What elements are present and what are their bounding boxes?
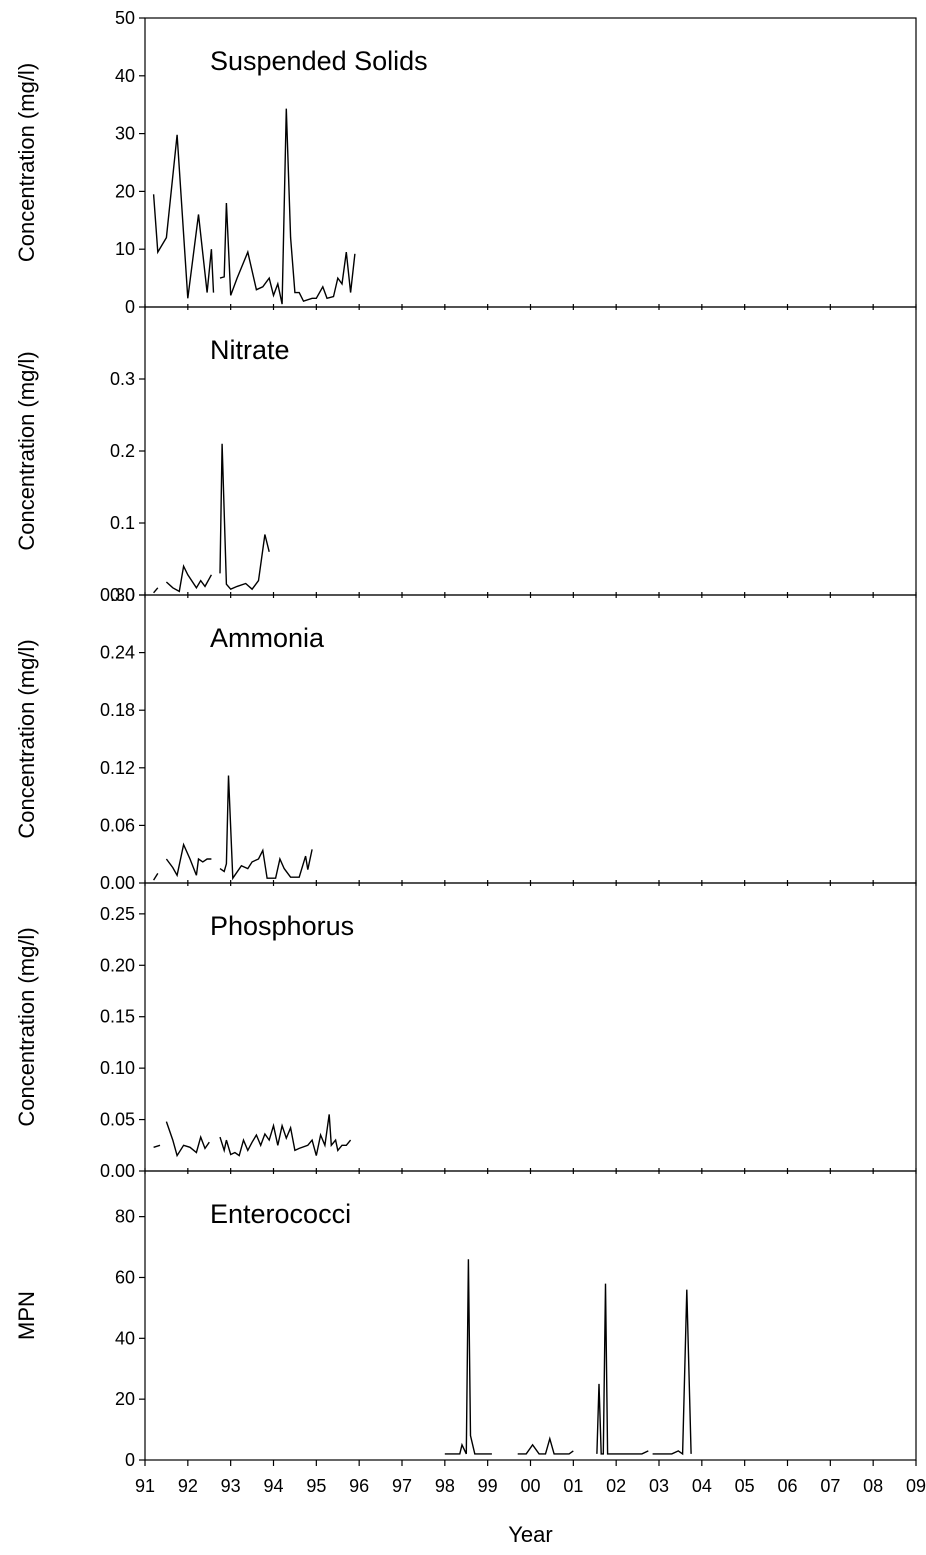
panel-3: 0.00 0.05 0.10 0.15 0.20 0.25 Phosphorus Concen…: [14, 882, 917, 1181]
y-tick-label: 0.2: [110, 441, 135, 461]
x-tick-label: 00: [520, 1476, 540, 1496]
y-tick-label: 40: [115, 1328, 135, 1348]
panel-title: Suspended Solids: [210, 46, 428, 76]
panel-2: 0.00 0.06 0.12 0.18 0.24 0.30 Ammonia Concentra…: [14, 585, 917, 893]
y-tick-label: 0.12: [100, 758, 135, 778]
series-line: [165, 1121, 210, 1158]
x-tick-label: 02: [606, 1476, 626, 1496]
series-line: [165, 563, 213, 593]
y-axis-label: Concentration (mg/l): [14, 351, 39, 550]
panel-title: Phosphorus: [210, 911, 354, 941]
y-tick-label: 0.25: [100, 904, 135, 924]
y-tick-label: 0.10: [100, 1058, 135, 1078]
panel-1: 0.0 0.1 0.2 0.3 Nitrate Concentration (mg/l): [14, 306, 917, 605]
x-tick-label: 01: [563, 1476, 583, 1496]
series-line: [444, 1259, 492, 1455]
x-axis-label: Year: [508, 1522, 552, 1547]
y-tick-label: 0.20: [100, 955, 135, 975]
series-line: [517, 1436, 574, 1455]
y-tick-label: 10: [115, 239, 135, 259]
series-line: [153, 873, 159, 881]
series-line: [596, 1283, 649, 1455]
x-tick-label: 07: [820, 1476, 840, 1496]
series-line: [153, 1144, 161, 1148]
series-line: [219, 108, 356, 305]
x-tick-label: 08: [863, 1476, 883, 1496]
x-tick-label: 99: [478, 1476, 498, 1496]
y-tick-label: 50: [115, 8, 135, 28]
panel-title: Nitrate: [210, 335, 290, 365]
y-axis-label: Concentration (mg/l): [14, 63, 39, 262]
x-tick-label: 96: [349, 1476, 369, 1496]
panel-4: 0 20 40 60 80 Enterococci MPN: [14, 1170, 917, 1470]
y-tick-label: 0.0: [110, 585, 135, 605]
y-tick-label: 0.00: [100, 1161, 135, 1181]
x-tick-label: 98: [435, 1476, 455, 1496]
x-tick-label: 09: [906, 1476, 926, 1496]
y-tick-label: 0.1: [110, 513, 135, 533]
y-tick-label: 20: [115, 1389, 135, 1409]
y-tick-label: 30: [115, 124, 135, 144]
y-tick-label: 0.18: [100, 700, 135, 720]
y-tick-label: 0.06: [100, 815, 135, 835]
x-tick-label: 92: [178, 1476, 198, 1496]
x-tick-label: 05: [735, 1476, 755, 1496]
x-tick-label: 03: [649, 1476, 669, 1496]
series-line: [219, 775, 313, 881]
panel-title: Enterococci: [210, 1199, 351, 1229]
y-tick-label: 0.3: [110, 369, 135, 389]
series-line: [219, 443, 270, 591]
series-line: [219, 1114, 352, 1157]
y-tick-label: 0: [125, 297, 135, 317]
panel-title: Ammonia: [210, 623, 325, 653]
x-tick-label: 93: [221, 1476, 241, 1496]
y-tick-label: 0.24: [100, 643, 135, 663]
x-tick-label: 06: [777, 1476, 797, 1496]
y-tick-label: 0: [125, 1450, 135, 1470]
x-tick-label: 94: [263, 1476, 283, 1496]
series-line: [652, 1289, 692, 1456]
y-axis-label: MPN: [14, 1291, 39, 1340]
y-axis-label: Concentration (mg/l): [14, 639, 39, 838]
x-tick-label: 91: [135, 1476, 155, 1496]
y-tick-label: 60: [115, 1267, 135, 1287]
panel-0: 0 10 20 30 40 50 Suspended Solids Concentration…: [14, 8, 917, 317]
series-line: [153, 587, 159, 594]
y-tick-label: 0.00: [100, 873, 135, 893]
series-line: [165, 842, 212, 878]
series-line: [152, 134, 215, 299]
y-tick-label: 40: [115, 66, 135, 86]
y-tick-label: 20: [115, 181, 135, 201]
x-tick-label: 95: [306, 1476, 326, 1496]
y-tick-label: 0.05: [100, 1110, 135, 1130]
x-tick-label: 97: [392, 1476, 412, 1496]
y-tick-label: 80: [115, 1207, 135, 1227]
y-axis-label: Concentration (mg/l): [14, 927, 39, 1126]
y-tick-label: 0.30: [100, 585, 135, 605]
y-tick-label: 0.15: [100, 1007, 135, 1027]
x-tick-label: 04: [692, 1476, 712, 1496]
